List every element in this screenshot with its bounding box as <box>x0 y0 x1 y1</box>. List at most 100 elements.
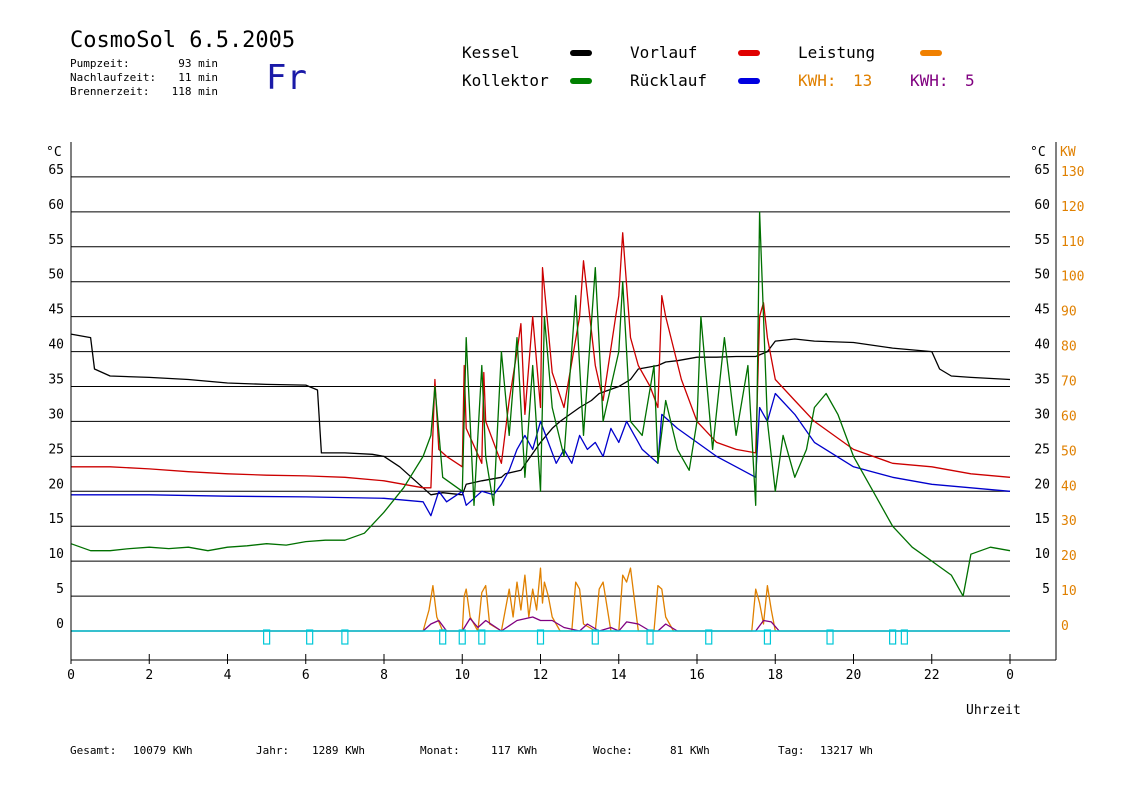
y2-tick-label-40: 40 <box>1061 479 1077 494</box>
y-tick-label-right-50: 50 <box>1034 268 1050 283</box>
legend-label-leistung: Leistung <box>798 43 876 62</box>
series-line-rücklauf <box>71 392 1011 517</box>
pump-marker-4 <box>458 629 466 645</box>
pump-marker-8 <box>646 629 654 645</box>
x-tick-label-0: 0 <box>67 668 75 683</box>
y-tick-label-right-30: 30 <box>1034 407 1050 422</box>
x-tick-label-12: 0 <box>1006 668 1014 683</box>
chart-title: CosmoSol 6.5.2005 <box>70 28 296 53</box>
x-tick-label-8: 16 <box>689 668 705 683</box>
weekday-label: Fr <box>266 58 307 98</box>
pump-marker-13 <box>900 629 908 645</box>
footer-label-gesamt: Gesamt: <box>70 744 117 757</box>
footer-value-woche: 81 KWh <box>670 744 710 757</box>
y2-tick-label-100: 100 <box>1061 270 1084 285</box>
stat-label-nachlaufzeit: Nachlaufzeit: <box>70 71 157 84</box>
y-tick-label-right-65: 65 <box>1034 163 1050 178</box>
y2-tick-label-80: 80 <box>1061 340 1077 355</box>
y-tick-label-15: 15 <box>48 512 64 527</box>
y2-tick-label-130: 130 <box>1061 165 1084 180</box>
y-tick-label-65: 65 <box>48 163 64 178</box>
y-tick-label-right-35: 35 <box>1034 373 1050 388</box>
y2-tick-label-20: 20 <box>1061 549 1077 564</box>
x-tick-label-9: 18 <box>767 668 783 683</box>
footer-label-tag: Tag: <box>778 744 805 757</box>
footer-label-monat: Monat: <box>420 744 460 757</box>
x-tick-label-5: 10 <box>454 668 470 683</box>
legend-swatch-vorlauf <box>738 50 760 56</box>
y-tick-label-right-20: 20 <box>1034 477 1050 492</box>
footer-value-monat: 117 KWh <box>491 744 538 757</box>
legend-swatch-kollektor <box>570 78 592 84</box>
pump-marker-12 <box>889 629 897 645</box>
y-tick-label-10: 10 <box>48 547 64 562</box>
pump-marker-3 <box>439 629 447 645</box>
y2-tick-label-10: 10 <box>1061 584 1077 599</box>
kwh-orange-value: 13 <box>853 71 873 90</box>
legend-label-kollektor: Kollektor <box>462 71 549 90</box>
y2-axis-unit-right: KW <box>1060 145 1076 160</box>
y-tick-label-right-45: 45 <box>1034 303 1050 318</box>
y-tick-label-5: 5 <box>56 582 64 597</box>
pump-marker-9 <box>705 629 713 645</box>
y-tick-label-35: 35 <box>48 373 64 388</box>
x-tick-label-4: 8 <box>380 668 388 683</box>
x-tick-label-1: 2 <box>145 668 153 683</box>
y2-tick-label-0: 0 <box>1061 619 1069 634</box>
stat-value-pumpzeit: 93 min <box>178 57 218 70</box>
pump-marker-7 <box>591 629 599 645</box>
series-line-leistung-kwh <box>71 616 1010 632</box>
y-tick-label-right-25: 25 <box>1034 442 1050 457</box>
stat-label-pumpzeit: Pumpzeit: <box>70 57 130 70</box>
y2-tick-label-110: 110 <box>1061 235 1084 250</box>
y-tick-label-right-15: 15 <box>1034 512 1050 527</box>
legend-swatch-ruecklauf <box>738 78 760 84</box>
y2-tick-label-60: 60 <box>1061 409 1077 424</box>
stat-value-brennerzeit: 118 min <box>171 85 218 98</box>
pump-marker-1 <box>306 629 314 645</box>
legend-label-vorlauf: Vorlauf <box>630 43 698 62</box>
y-tick-label-25: 25 <box>48 442 64 457</box>
y-tick-label-right-5: 5 <box>1042 582 1050 597</box>
kwh-purple-label: KWH: <box>910 71 949 90</box>
y-tick-label-right-40: 40 <box>1034 338 1050 353</box>
x-tick-label-7: 14 <box>611 668 627 683</box>
y-tick-label-right-60: 60 <box>1034 198 1050 213</box>
y2-tick-label-50: 50 <box>1061 444 1077 459</box>
y2-tick-label-70: 70 <box>1061 375 1077 390</box>
pump-marker-0 <box>263 629 271 645</box>
y2-tick-label-90: 90 <box>1061 305 1077 320</box>
pump-marker-6 <box>536 629 545 645</box>
legend-label-ruecklauf: Rücklauf <box>630 71 708 90</box>
y-tick-label-60: 60 <box>48 198 64 213</box>
y-tick-label-50: 50 <box>48 268 64 283</box>
kwh-purple-value: 5 <box>965 71 975 90</box>
y-tick-label-right-55: 55 <box>1034 233 1050 248</box>
y2-tick-label-30: 30 <box>1061 514 1077 529</box>
stat-label-brennerzeit: Brennerzeit: <box>70 85 150 98</box>
y2-tick-label-120: 120 <box>1061 200 1084 215</box>
y-tick-label-0: 0 <box>56 617 64 632</box>
x-axis-label: Uhrzeit <box>966 703 1021 718</box>
footer-value-jahr: 1289 KWh <box>312 744 365 757</box>
y-tick-label-right-10: 10 <box>1034 547 1050 562</box>
x-tick-label-2: 4 <box>224 668 232 683</box>
series-line-kollektor <box>70 211 1011 597</box>
kwh-orange-label: KWH: <box>798 71 837 90</box>
footer-value-gesamt: 10079 KWh <box>133 744 193 757</box>
y-tick-label-20: 20 <box>48 477 64 492</box>
x-tick-label-3: 6 <box>302 668 310 683</box>
pump-marker-5 <box>478 629 486 645</box>
series-line-vorlauf <box>71 232 1011 489</box>
legend-swatch-leistung <box>920 50 942 56</box>
footer-value-tag: 13217 Wh <box>820 744 873 757</box>
y-axis-unit-left: °C <box>46 145 62 160</box>
x-tick-label-10: 20 <box>846 668 862 683</box>
x-tick-label-11: 22 <box>924 668 940 683</box>
series-line-leistung <box>71 567 1010 632</box>
legend-swatch-kessel <box>570 50 592 56</box>
y-tick-label-40: 40 <box>48 338 64 353</box>
pump-marker-2 <box>341 629 349 645</box>
